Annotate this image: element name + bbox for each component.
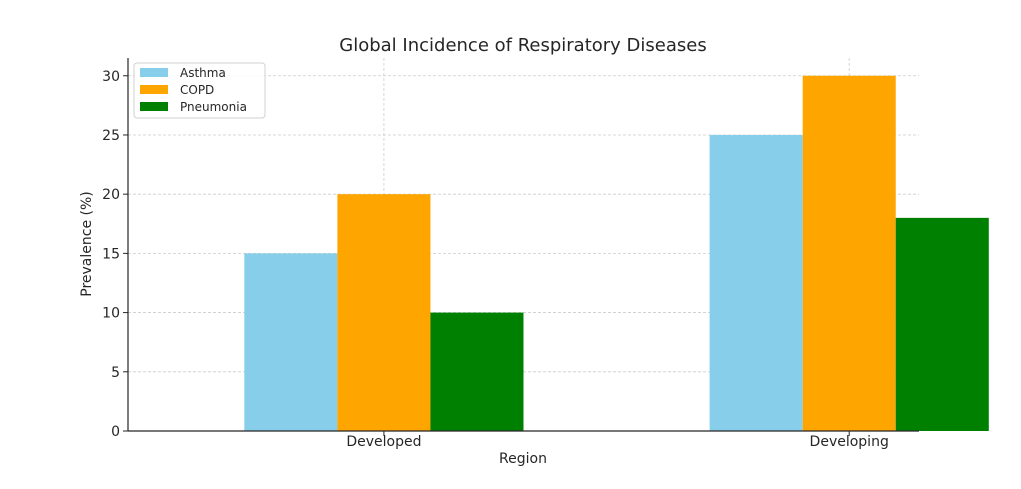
- y-tick-label: 15: [102, 246, 120, 262]
- legend-swatch-asthma: [140, 68, 168, 77]
- y-tick-label: 10: [102, 306, 120, 322]
- chart-title: Global Incidence of Respiratory Diseases: [339, 35, 706, 56]
- legend-swatch-pneumonia: [140, 102, 168, 111]
- legend-swatch-copd: [140, 85, 168, 94]
- bars: [244, 75, 989, 431]
- y-ticks: 0 5 10 15 20 25 30: [102, 69, 128, 440]
- y-tick-label: 0: [111, 424, 120, 440]
- axes: [127, 58, 919, 432]
- x-tick-label: Developed: [346, 434, 421, 450]
- y-axis-label: Prevalence (%): [79, 191, 95, 297]
- y-tick-label: 5: [111, 365, 120, 381]
- y-tick-label: 20: [102, 187, 120, 203]
- bar-asthma-developed: [244, 253, 338, 431]
- y-tick-label: 25: [102, 128, 120, 144]
- legend-label-pneumonia: Pneumonia: [180, 100, 247, 114]
- legend: Asthma COPD Pneumonia: [133, 62, 266, 119]
- x-axis-label: Region: [499, 451, 547, 467]
- bar-asthma-developing: [709, 134, 803, 431]
- bar-copd-developing: [802, 75, 896, 431]
- bar-pneumonia-developing: [895, 217, 989, 431]
- x-tick-label: Developing: [810, 434, 889, 450]
- y-tick-label: 30: [102, 69, 120, 85]
- bar-pneumonia-developed: [430, 312, 524, 431]
- bar-copd-developed: [337, 194, 431, 431]
- legend-label-asthma: Asthma: [180, 66, 226, 80]
- legend-label-copd: COPD: [180, 83, 214, 97]
- x-ticks: Developed Developing: [346, 431, 889, 450]
